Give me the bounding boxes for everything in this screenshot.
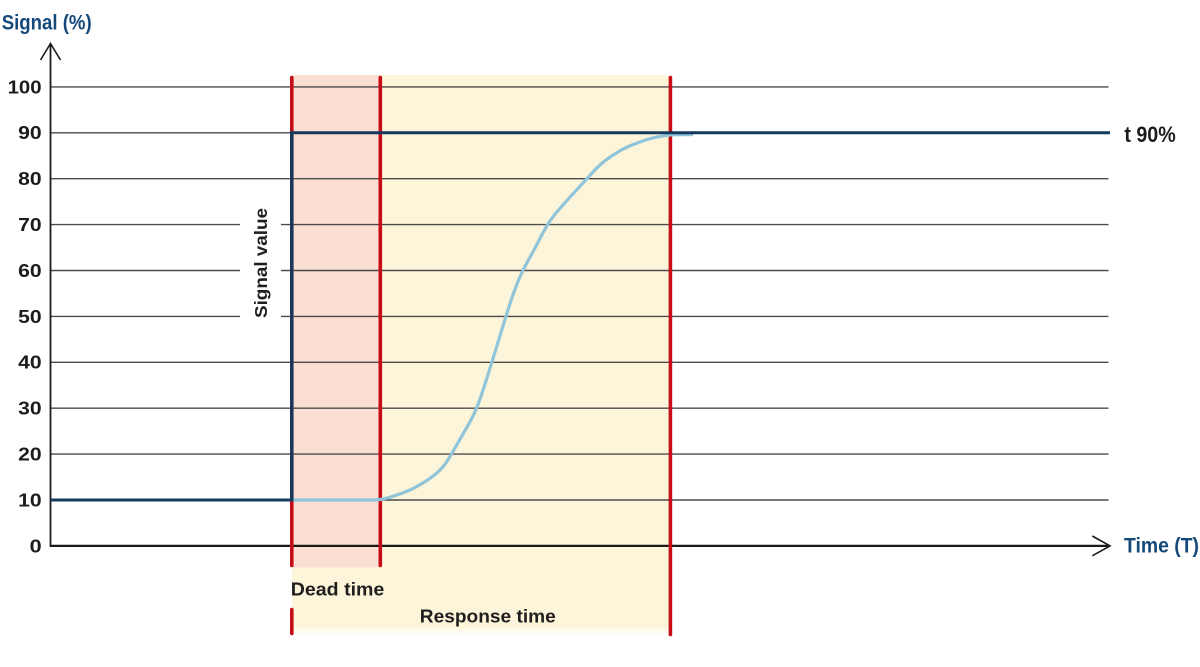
- svg-text:30: 30: [18, 399, 42, 419]
- svg-text:10: 10: [18, 490, 42, 510]
- svg-text:40: 40: [18, 353, 42, 373]
- svg-text:Signal (%): Signal (%): [2, 11, 92, 35]
- svg-text:100: 100: [8, 77, 42, 97]
- svg-text:Signal value: Signal value: [251, 208, 271, 318]
- svg-text:90: 90: [18, 123, 42, 143]
- svg-text:0: 0: [30, 536, 42, 556]
- svg-text:Response time: Response time: [420, 607, 556, 627]
- svg-text:60: 60: [18, 261, 42, 281]
- svg-text:t 90%: t 90%: [1124, 122, 1175, 147]
- svg-text:20: 20: [18, 445, 42, 465]
- svg-text:80: 80: [18, 169, 42, 189]
- svg-text:50: 50: [18, 307, 42, 327]
- svg-text:Time (T): Time (T): [1124, 534, 1199, 558]
- svg-text:70: 70: [18, 215, 42, 235]
- svg-text:Dead time: Dead time: [291, 578, 385, 599]
